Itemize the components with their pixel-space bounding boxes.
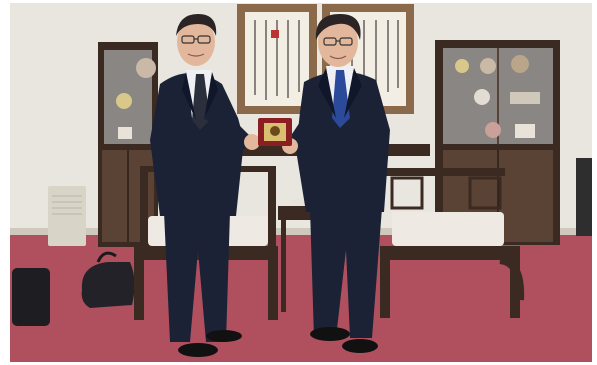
award-plaque <box>258 118 292 146</box>
calligraphy-scroll-left <box>237 4 317 114</box>
display-cabinet-left <box>98 42 158 247</box>
black-bags <box>12 251 135 326</box>
man-left <box>150 14 260 357</box>
man-right <box>282 14 390 353</box>
display-cabinet-right <box>435 40 560 245</box>
baseboard <box>10 228 592 236</box>
air-purifier <box>48 186 86 246</box>
wall-panel-right <box>576 158 592 236</box>
armchair-right <box>380 168 525 318</box>
